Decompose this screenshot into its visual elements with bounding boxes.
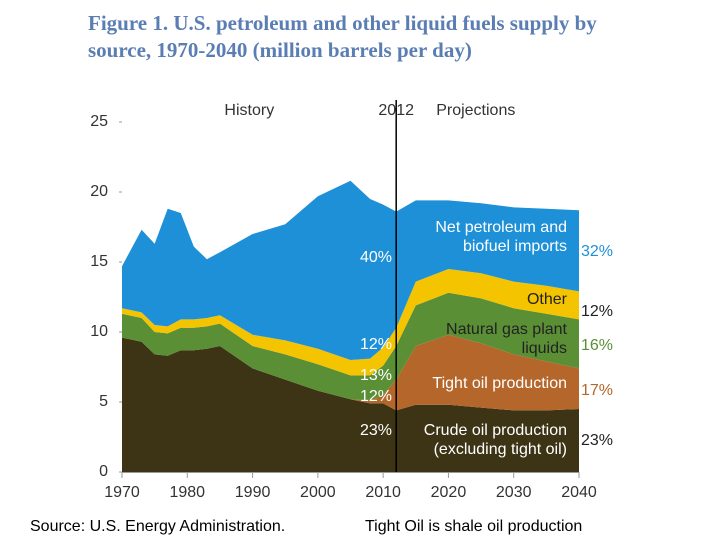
axis-base: [122, 472, 579, 473]
x-tick-label: 2030: [496, 484, 532, 501]
y-tick-label: 0: [99, 463, 108, 480]
x-tick-label: 2020: [431, 484, 467, 501]
x-tick-label: 1970: [104, 484, 140, 501]
y-tick-label: 15: [90, 253, 108, 270]
x-tick-label: 2040: [561, 484, 597, 501]
share-2040: 32%: [581, 243, 614, 260]
x-tick-label: 1980: [169, 484, 205, 501]
history-label: History: [224, 102, 274, 119]
y-tick-label: 25: [90, 113, 108, 130]
share-2040: 17%: [581, 382, 614, 399]
series-label: Natural gas plant liquids: [446, 321, 567, 357]
note: Tight Oil is shale oil production: [365, 518, 583, 535]
share-2040: 23%: [581, 432, 614, 449]
y-tick-label: 10: [90, 323, 108, 340]
share-2040: 16%: [581, 337, 614, 354]
source: Source: U.S. Energy Administration.: [30, 518, 286, 535]
series-label: Other: [526, 291, 567, 308]
share-2012: 12%: [359, 388, 392, 405]
share-2012: 13%: [359, 367, 392, 384]
area: [122, 292, 579, 401]
area: [122, 269, 579, 376]
projections-label: Projections: [436, 102, 515, 119]
area: [122, 337, 579, 472]
x-tick-label: 2010: [365, 484, 401, 501]
share-2012: 12%: [359, 336, 392, 353]
series-label: Tight oil production: [432, 375, 567, 392]
series-label: Net petroleum and biofuel imports: [435, 219, 567, 255]
x-tick-label: 2000: [300, 484, 336, 501]
area: [122, 180, 579, 360]
y-tick-label: 20: [90, 183, 108, 200]
y-tick-label: 5: [99, 393, 108, 410]
area: [122, 334, 579, 411]
share-2040: 12%: [581, 303, 614, 320]
x-tick-label: 1990: [235, 484, 271, 501]
series-label: Crude oil production (excluding tight oi…: [423, 422, 567, 458]
share-2012: 40%: [359, 249, 392, 266]
divider-label: 2012: [378, 102, 414, 119]
chart-title: Figure 1. U.S. petroleum and other liqui…: [88, 11, 597, 62]
share-2012: 23%: [359, 422, 392, 439]
